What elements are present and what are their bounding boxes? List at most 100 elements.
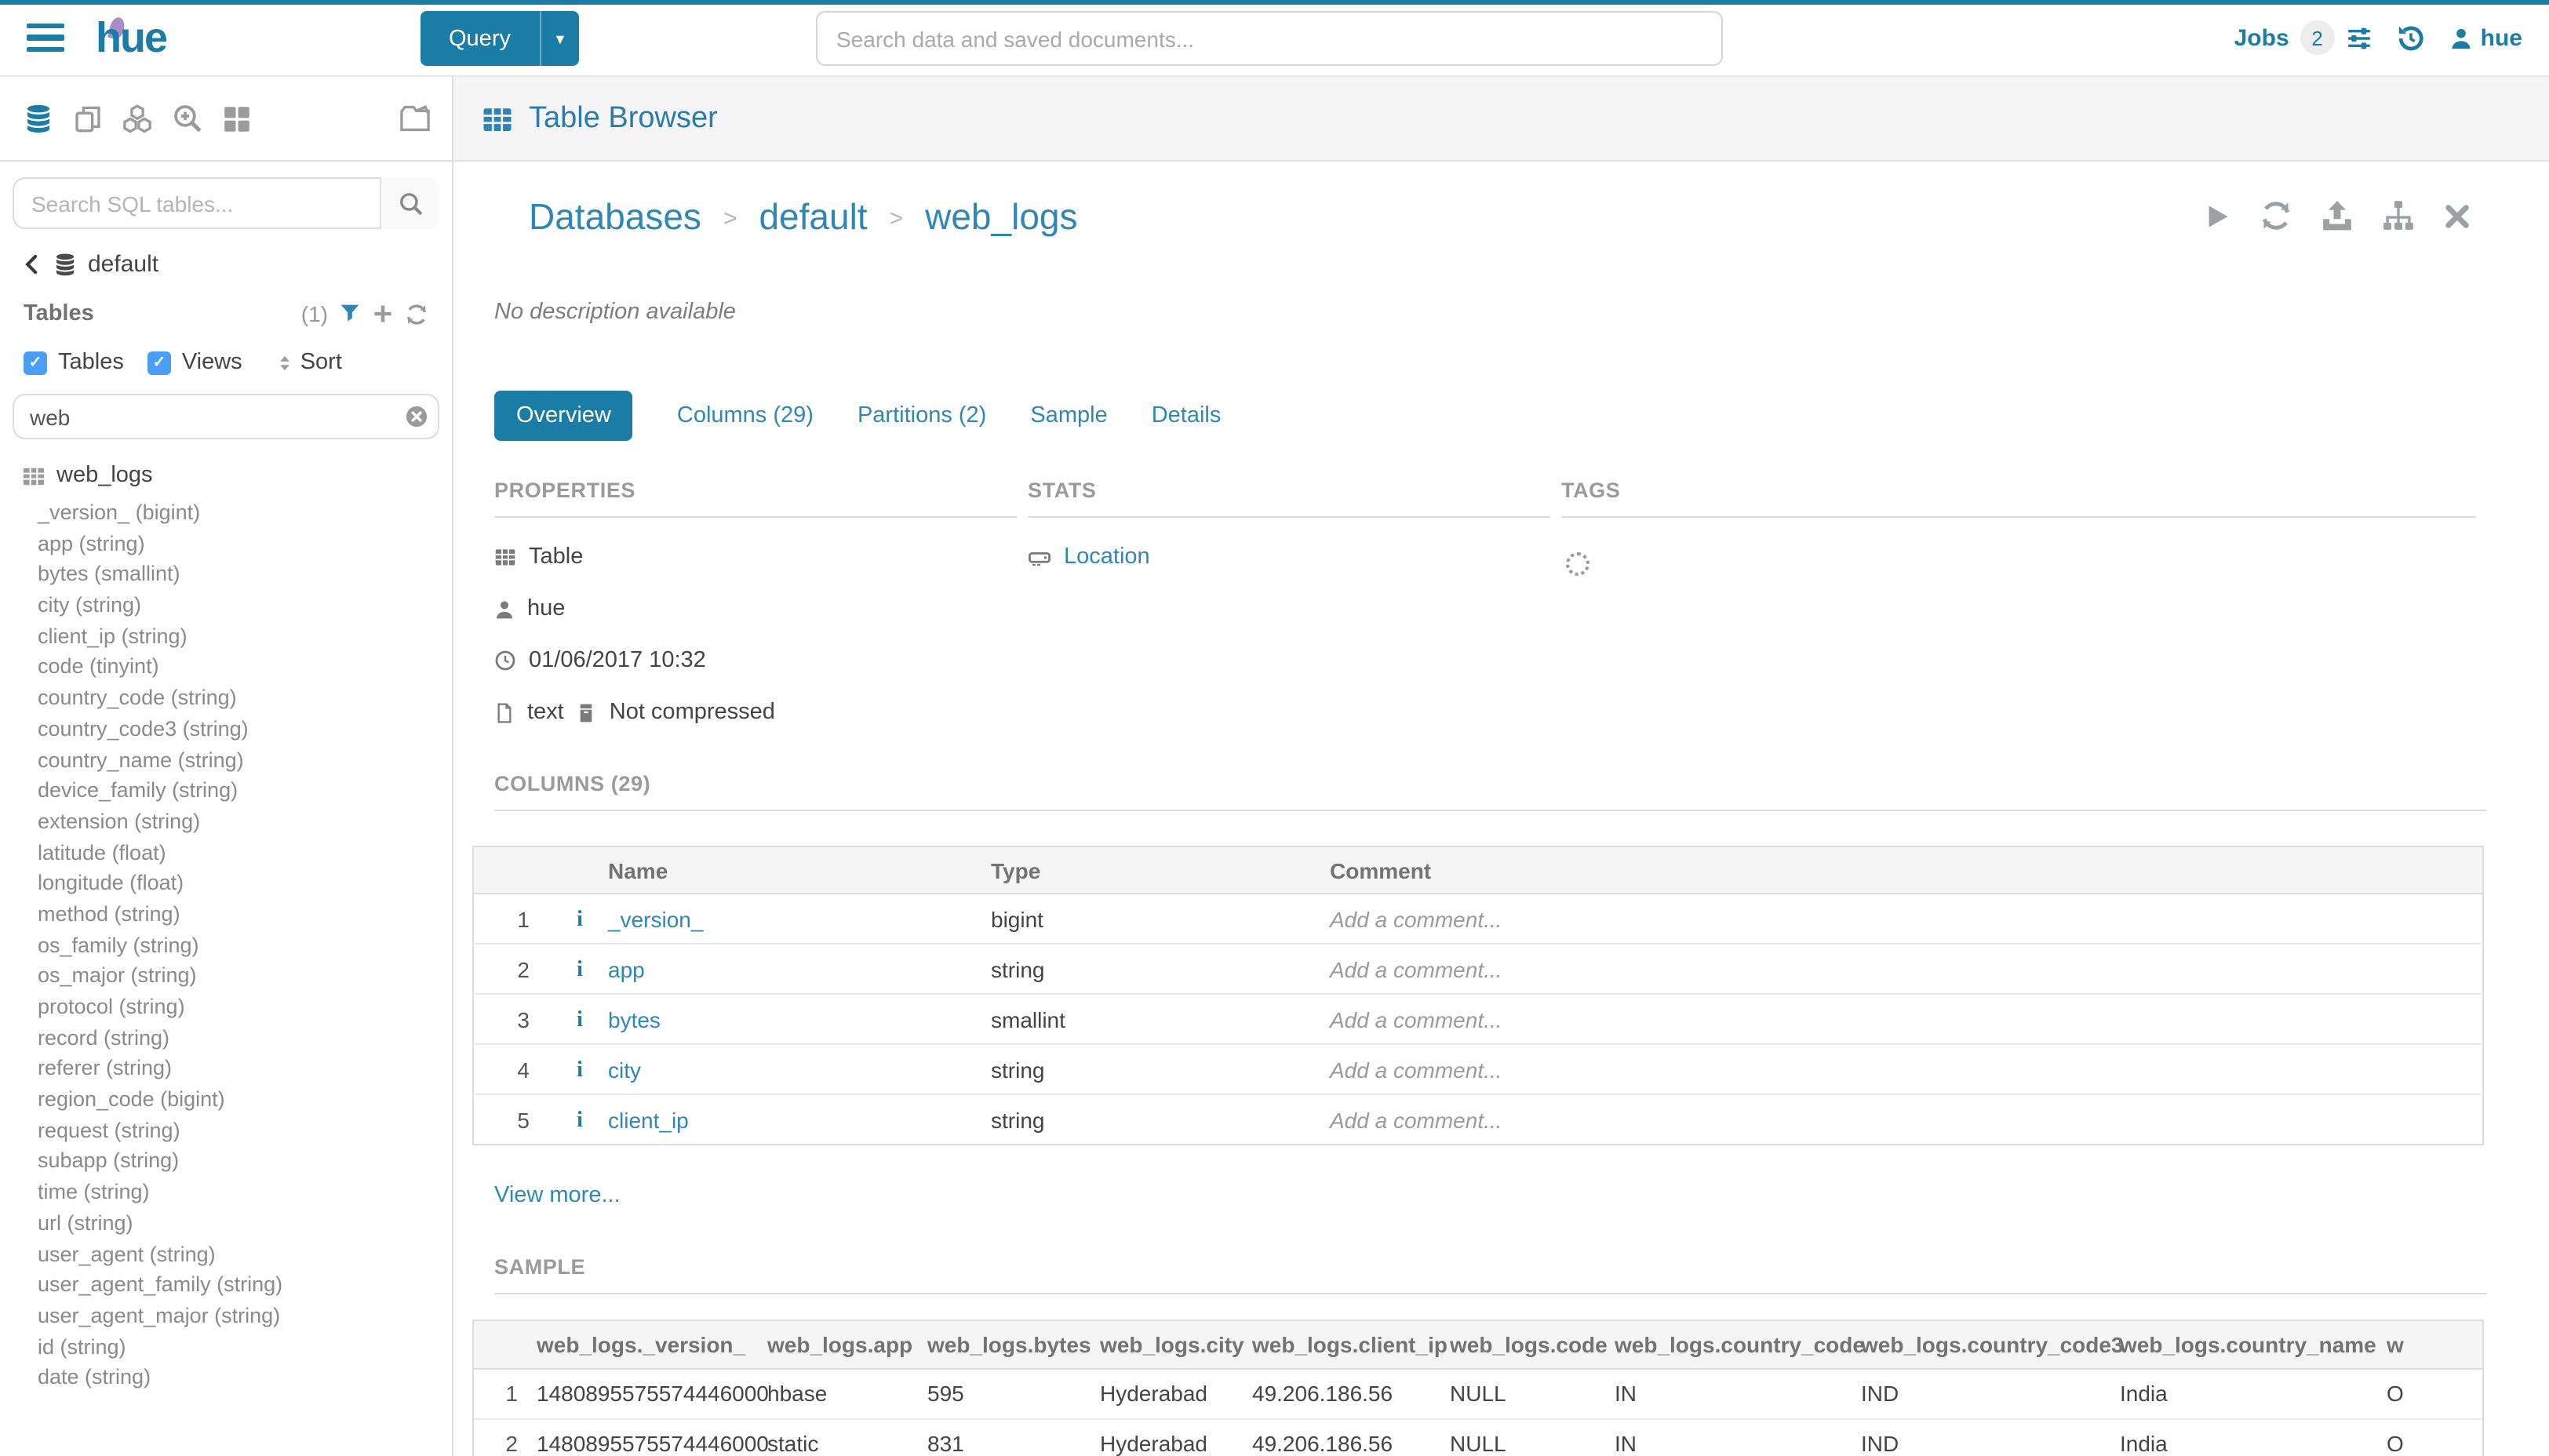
tree-column-item[interactable]: country_code (string) <box>38 686 237 710</box>
tree-column-item[interactable]: user_agent (string) <box>38 1242 216 1265</box>
column-name-link[interactable]: client_ip <box>608 1107 689 1132</box>
close-icon[interactable] <box>2442 202 2471 230</box>
tree-column-item[interactable]: url (string) <box>38 1210 133 1235</box>
tree-column-item[interactable]: user_agent_major (string) <box>38 1303 281 1327</box>
sample-row-number: 1 <box>505 1381 518 1406</box>
query-dropdown-caret-icon[interactable]: ▼ <box>539 11 580 66</box>
column-comment-placeholder[interactable]: Add a comment... <box>1330 943 2483 994</box>
tree-column-item[interactable]: os_major (string) <box>38 963 197 988</box>
sample-cell: O <box>2387 1381 2404 1406</box>
sidebar-table-search-input[interactable] <box>13 177 439 229</box>
tree-column-item[interactable]: _version_ (bigint) <box>38 500 201 524</box>
functions-assist-icon[interactable] <box>122 104 152 133</box>
tree-column-item[interactable]: date (string) <box>38 1365 151 1389</box>
table-browser-icon <box>482 103 513 134</box>
sliders-icon[interactable] <box>2346 24 2372 51</box>
properties-column: PROPERTIES Table hue 01/06/2017 10:32 <box>494 479 1028 725</box>
refresh-icon[interactable] <box>405 302 428 326</box>
column-name-link[interactable]: app <box>608 956 645 981</box>
global-search-input[interactable] <box>816 11 1723 66</box>
info-icon[interactable]: i <box>577 1058 583 1082</box>
documents-assist-icon[interactable] <box>74 104 102 133</box>
tab-details[interactable]: Details <box>1151 403 1222 428</box>
refresh-table-icon[interactable] <box>2259 199 2292 232</box>
clear-filter-icon[interactable] <box>405 405 428 428</box>
sample-header-cell: web_logs.country_name <box>2120 1321 2387 1369</box>
tab-columns-29[interactable]: Columns (29) <box>676 403 814 428</box>
tree-column-item[interactable]: device_family (string) <box>38 778 239 803</box>
views-checkbox[interactable]: ✓ <box>147 351 171 374</box>
tree-column-item[interactable]: city (string) <box>38 593 142 617</box>
jobs-link[interactable]: Jobs 2 <box>2234 20 2372 55</box>
location-link[interactable]: Location <box>1064 544 1150 570</box>
tab-overview[interactable]: Overview <box>494 391 633 441</box>
tree-column-item[interactable]: referer (string) <box>38 1056 173 1080</box>
column-name-link[interactable]: _version_ <box>608 906 704 931</box>
query-play-icon[interactable] <box>2202 202 2230 230</box>
tree-column-item[interactable]: extension (string) <box>38 809 201 833</box>
tree-column-item[interactable]: app (string) <box>38 531 145 555</box>
tree-column-item[interactable]: id (string) <box>38 1334 126 1359</box>
search-zoom-assist-icon[interactable] <box>173 104 202 133</box>
tree-column-item[interactable]: request (string) <box>38 1118 180 1142</box>
tab-partitions-2[interactable]: Partitions (2) <box>857 403 987 428</box>
history-icon[interactable] <box>2396 23 2426 53</box>
info-icon[interactable]: i <box>577 958 583 981</box>
filter-funnel-icon[interactable] <box>339 303 361 325</box>
column-row-number: 4 <box>473 1043 552 1094</box>
view-more-link[interactable]: View more... <box>494 1183 621 1208</box>
table-filter-input[interactable] <box>13 394 439 439</box>
tab-sample[interactable]: Sample <box>1030 403 1108 428</box>
column-comment-placeholder[interactable]: Add a comment... <box>1330 906 1502 931</box>
sort-control[interactable]: Sort <box>275 350 342 375</box>
sidebar-search-button[interactable] <box>380 177 439 229</box>
tree-column-item[interactable]: region_code (bigint) <box>38 1087 225 1112</box>
query-button[interactable]: Query ▼ <box>421 11 580 66</box>
apps-grid-assist-icon[interactable] <box>223 104 251 133</box>
tree-column-item[interactable]: method (string) <box>38 901 180 926</box>
tree-column-item[interactable]: code (tinyint) <box>38 654 159 679</box>
tree-column-item[interactable]: user_agent_family (string) <box>38 1272 283 1297</box>
chevron-left-icon[interactable] <box>22 254 42 275</box>
info-icon[interactable]: i <box>577 1108 583 1132</box>
tree-table-web-logs[interactable]: web_logs <box>0 458 452 493</box>
import-upload-icon[interactable] <box>2320 199 2353 232</box>
sample-header-cell: web_logs.client_ip <box>1252 1321 1450 1369</box>
column-comment-placeholder[interactable]: Add a comment... <box>1330 1043 2483 1094</box>
table-row: 2 1480895575574446000 static 831 Hyderabad 49… <box>474 1418 2482 1456</box>
info-icon[interactable]: i <box>577 908 583 931</box>
tables-checkbox[interactable]: ✓ <box>24 351 47 374</box>
hamburger-menu-icon[interactable] <box>27 23 64 53</box>
column-name-link[interactable]: bytes <box>608 1006 661 1032</box>
column-comment-placeholder[interactable]: Add a comment... <box>1330 993 2483 1044</box>
sample-table-container: web_logs._version_ web_logs.app web_logs.b… <box>472 1320 2484 1456</box>
sample-cell: O <box>2387 1418 2482 1456</box>
sample-header-cell: web_logs.app <box>767 1321 927 1369</box>
tree-column-item[interactable]: latitude (float) <box>38 840 166 864</box>
add-plus-icon[interactable] <box>372 303 394 325</box>
database-back-row[interactable]: default <box>22 251 452 278</box>
breadcrumb-item[interactable]: Databases <box>529 195 701 236</box>
info-icon[interactable]: i <box>577 1008 583 1032</box>
breadcrumb-item[interactable]: web_logs <box>925 195 1078 236</box>
sample-header-cell: web_logs.country_code3 <box>1861 1321 2124 1369</box>
tree-column-item[interactable]: longitude (float) <box>38 871 184 895</box>
tree-column-item[interactable]: protocol (string) <box>38 995 185 1018</box>
column-name-link[interactable]: city <box>608 1057 641 1082</box>
tree-column-item[interactable]: os_family (string) <box>38 933 199 957</box>
tree-column-item[interactable]: country_code3 (string) <box>38 716 249 741</box>
hue-logo[interactable]: hue <box>96 13 168 62</box>
tree-column-item[interactable]: subapp (string) <box>38 1148 180 1173</box>
sql-assist-icon[interactable] <box>24 104 53 133</box>
breadcrumb-item[interactable]: default <box>759 195 868 236</box>
lineage-sitemap-icon[interactable] <box>2381 199 2414 232</box>
tree-column-item[interactable]: client_ip (string) <box>38 624 188 648</box>
column-comment-placeholder[interactable]: Add a comment... <box>1330 1094 2483 1145</box>
tree-column-item[interactable]: record (string) <box>38 1025 170 1050</box>
sample-table: web_logs._version_ web_logs.app web_logs.b… <box>474 1321 2482 1456</box>
tree-column-item[interactable]: bytes (smallint) <box>38 562 180 586</box>
tree-column-item[interactable]: time (string) <box>38 1180 150 1204</box>
user-menu[interactable]: hue <box>2449 24 2522 51</box>
folder-documents-icon[interactable] <box>399 102 432 135</box>
tree-column-item[interactable]: country_name (string) <box>38 748 244 771</box>
